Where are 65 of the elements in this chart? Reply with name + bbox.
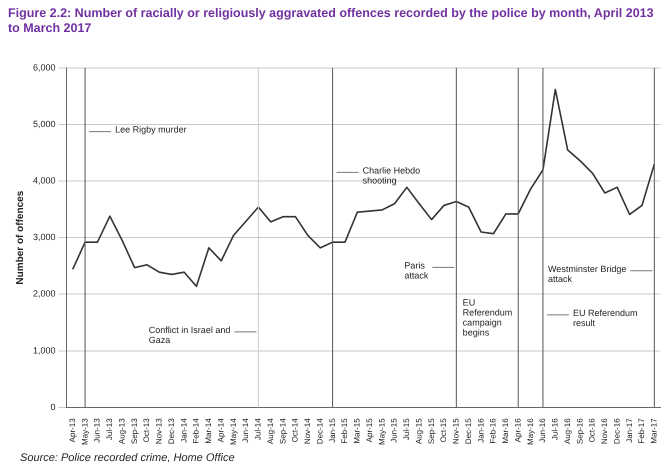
ref-line-label: Lee Rigby murder <box>115 124 187 135</box>
x-tick-label: Sep-13 <box>130 418 139 444</box>
x-tick-label: Jun-15 <box>390 418 399 443</box>
x-tick-label: Sep-14 <box>278 418 288 444</box>
x-tick-label: Oct-14 <box>290 418 300 442</box>
x-tick-label: Dec-14 <box>315 418 324 444</box>
x-tick-label: Apr-15 <box>364 418 374 442</box>
x-tick-label: Apr-14 <box>216 418 226 442</box>
x-tick-label: Jan-17 <box>624 418 634 443</box>
x-tick-label: Jul-16 <box>550 418 560 440</box>
x-tick-label: May-14 <box>228 418 238 446</box>
x-tick-label: Jan-15 <box>328 418 337 443</box>
x-tick-label: Sep-16 <box>575 418 584 444</box>
x-tick-label: May-13 <box>80 418 90 446</box>
ref-line-label: Charlie Hebdo shooting <box>362 165 420 186</box>
ref-line-label: EU Referendum campaign begins <box>462 298 512 338</box>
x-tick-label: Sep-15 <box>426 418 436 444</box>
x-tick-label: Jun-13 <box>92 418 102 443</box>
ref-line-label: EU Referendum result <box>572 308 638 328</box>
ref-line-label: Conflict in Israel and Gaza <box>148 324 230 345</box>
x-tick-label: Jan-14 <box>179 418 188 443</box>
x-tick-label: Mar-16 <box>501 418 510 444</box>
ref-line-label: Paris attack <box>404 260 429 280</box>
x-tick-label: Mar-14 <box>204 418 214 444</box>
x-tick-label: Nov-13 <box>154 418 164 444</box>
x-tick-label: Aug-13 <box>117 418 126 444</box>
y-tick-label: 4,000 <box>32 176 56 186</box>
x-tick-label: Feb-15 <box>340 418 350 444</box>
x-tick-label: Aug-14 <box>266 418 275 444</box>
x-tick-label: Aug-16 <box>562 418 572 444</box>
x-tick-label: Dec-16 <box>612 418 622 444</box>
source-note: Source: Police recorded crime, Home Office <box>20 452 235 464</box>
y-axis-title: Number of offences <box>14 190 26 285</box>
x-tick-label: Oct-15 <box>439 418 448 442</box>
x-tick-label: Jan-16 <box>476 418 486 443</box>
y-tick-label: 5,000 <box>32 119 56 130</box>
ref-line-label: Westminster Bridge attack <box>548 264 626 284</box>
x-tick-label: Jun-16 <box>538 418 548 443</box>
x-tick-label: May-16 <box>526 418 535 446</box>
chart-title: Figure 2.2: Number of racially or religiously aggravated offences recorded by the police by month, April 2013 to March 2017 <box>8 6 655 36</box>
x-tick-label: Nov-16 <box>600 418 610 444</box>
x-tick-label: Feb-16 <box>488 418 498 444</box>
y-tick-label: 6,000 <box>32 62 56 72</box>
y-tick-label: 1,000 <box>32 345 56 356</box>
y-tick-label: 2,000 <box>32 288 56 299</box>
x-tick-label: Dec-15 <box>464 418 473 444</box>
x-tick-label: Apr-13 <box>68 418 77 442</box>
x-tick-label: Apr-16 <box>513 418 522 442</box>
x-tick-label: Jul-13 <box>105 418 114 440</box>
x-tick-label: Feb-14 <box>192 418 201 444</box>
x-tick-label: Nov-15 <box>452 418 461 444</box>
x-tick-label: Jun-14 <box>241 418 250 443</box>
x-tick-label: Jul-14 <box>254 418 263 440</box>
x-tick-label: Oct-16 <box>588 418 597 442</box>
x-tick-label: Dec-13 <box>166 418 176 444</box>
x-tick-label: Jul-15 <box>402 418 412 440</box>
y-tick-label: 0 <box>50 402 56 412</box>
x-tick-label: Mar-15 <box>352 418 362 444</box>
x-tick-label: Nov-14 <box>303 418 312 444</box>
x-tick-label: Feb-17 <box>637 418 646 444</box>
y-tick-label: 3,000 <box>32 232 56 242</box>
x-tick-label: Aug-15 <box>414 418 424 444</box>
x-tick-label: Mar-17 <box>650 418 659 444</box>
x-tick-label: Oct-13 <box>142 418 152 442</box>
x-tick-label: May-15 <box>377 418 386 446</box>
